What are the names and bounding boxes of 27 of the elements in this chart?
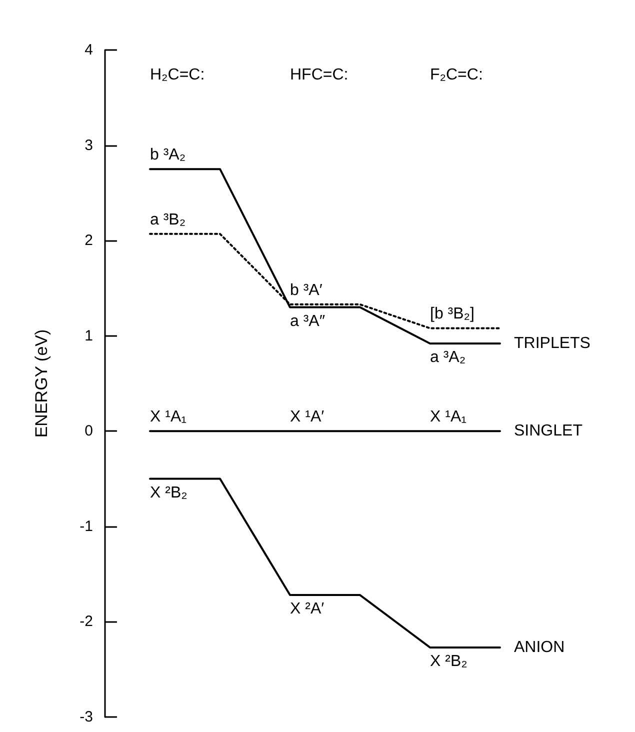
y-tick-label: 0 — [84, 422, 93, 440]
annotation: F₂C=C: — [430, 66, 483, 84]
y-axis-title: ENERGY (eV) — [32, 329, 51, 438]
annotation: X ²B₂ — [150, 484, 188, 502]
annotation: H₂C=C: — [150, 66, 205, 84]
y-tick-label: 2 — [84, 232, 93, 250]
annotation: a ³A″ — [290, 312, 326, 330]
annotation: ANION — [514, 638, 565, 656]
annotation: a ³A₂ — [430, 348, 466, 366]
y-tick-label: 3 — [84, 136, 93, 154]
annotation: [b ³B₂] — [430, 306, 474, 323]
y-tick-label: 1 — [84, 327, 93, 344]
annotation: X ²A′ — [290, 600, 324, 618]
annotation: b ³A₂ — [150, 146, 186, 164]
annotation: X ¹A₁ — [430, 408, 467, 426]
y-tick-label: 4 — [84, 42, 93, 58]
annotation: a ³B₂ — [150, 211, 186, 228]
annotation: X ²B₂ — [430, 652, 468, 670]
y-tick-label: -2 — [80, 613, 93, 630]
annotation: SINGLET — [514, 422, 583, 440]
annotation: X ¹A₁ — [150, 408, 187, 426]
annotation: X ¹A′ — [290, 408, 324, 426]
annotation: HFC=C: — [290, 66, 348, 84]
y-tick-label: -1 — [80, 518, 93, 535]
annotation: b ³A′ — [290, 282, 322, 299]
y-tick-label: -3 — [80, 708, 93, 726]
annotation: TRIPLETS — [514, 334, 590, 352]
